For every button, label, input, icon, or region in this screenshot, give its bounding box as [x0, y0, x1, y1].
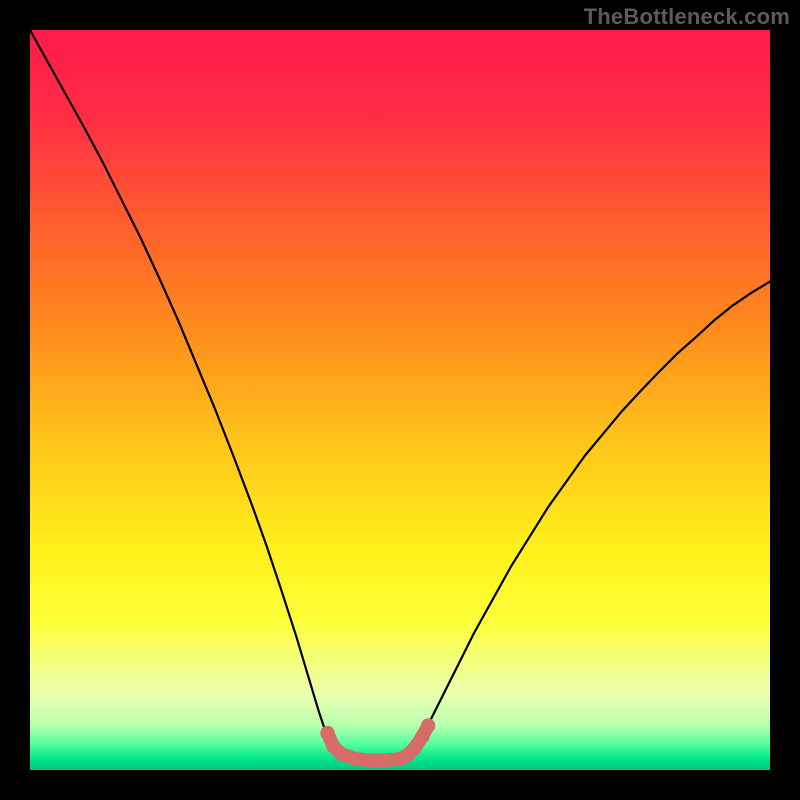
- sweet-spot-marker: [421, 718, 435, 732]
- plot-gradient: [30, 30, 770, 770]
- chart-svg: [0, 0, 800, 800]
- sweet-spot-marker: [334, 747, 348, 761]
- watermark-text: TheBottleneck.com: [584, 4, 790, 30]
- sweet-spot-marker: [320, 726, 334, 740]
- bottleneck-chart: TheBottleneck.com: [0, 0, 800, 800]
